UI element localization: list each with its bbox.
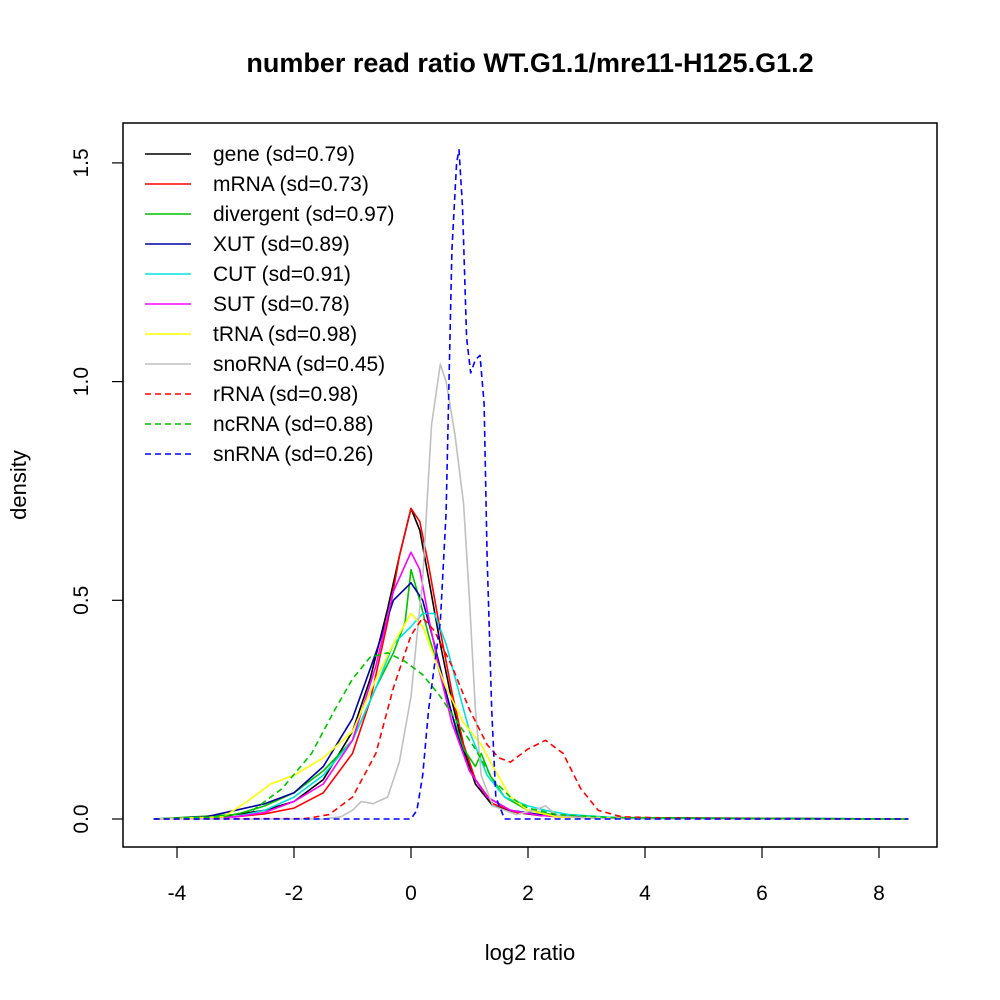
legend-label-mRNA: mRNA (sd=0.73) — [213, 173, 369, 196]
x-tick-label: 6 — [756, 882, 768, 905]
chart-title: number read ratio WT.G1.1/mre11-H125.G1.… — [246, 48, 813, 78]
series-line-XUT — [153, 582, 909, 820]
legend-label-CUT: CUT (sd=0.91) — [213, 263, 351, 286]
x-tick-label: 0 — [405, 882, 417, 905]
x-axis: -4 -2 0 2 4 6 8 — [168, 846, 885, 905]
x-axis-label: log2 ratio — [485, 940, 576, 965]
series-line-divergent — [153, 568, 909, 820]
series-line-CUT — [153, 612, 909, 820]
series-layer — [153, 149, 909, 820]
series-line-ncRNA — [153, 652, 909, 820]
legend-label-gene: gene (sd=0.79) — [213, 143, 355, 166]
legend: gene (sd=0.79) mRNA (sd=0.73) divergent (s… — [145, 143, 395, 466]
legend-label-tRNA: tRNA (sd=0.98) — [213, 323, 357, 346]
y-tick-label: 0.5 — [70, 586, 93, 615]
series-line-rRNA — [153, 617, 909, 820]
legend-label-ncRNA: ncRNA (sd=0.88) — [213, 413, 374, 436]
y-tick-label: 1.0 — [70, 367, 93, 396]
legend-label-snRNA: snRNA (sd=0.26) — [213, 443, 374, 466]
x-tick-label: -4 — [168, 882, 187, 905]
x-tick-label: 2 — [522, 882, 534, 905]
series-line-SUT — [153, 551, 909, 820]
legend-label-divergent: divergent (sd=0.97) — [213, 203, 395, 226]
plot-frame — [122, 122, 938, 848]
x-tick-label: 8 — [873, 882, 885, 905]
legend-label-XUT: XUT (sd=0.89) — [213, 233, 350, 256]
x-tick-label: -2 — [285, 882, 304, 905]
legend-label-snoRNA: snoRNA (sd=0.45) — [213, 353, 385, 376]
series-line-snoRNA — [153, 363, 909, 820]
x-tick-label: 4 — [639, 882, 651, 905]
y-axis-label: density — [6, 450, 31, 520]
series-line-gene — [153, 507, 909, 820]
legend-label-rRNA: rRNA (sd=0.98) — [213, 383, 358, 406]
series-line-snRNA — [153, 149, 909, 820]
y-tick-label: 0.0 — [70, 804, 93, 833]
series-line-tRNA — [153, 612, 909, 820]
y-tick-label: 1.5 — [70, 148, 93, 177]
series-line-mRNA — [153, 507, 909, 820]
y-axis: 0.0 0.5 1.0 1.5 — [70, 148, 124, 834]
legend-label-SUT: SUT (sd=0.78) — [213, 293, 350, 316]
